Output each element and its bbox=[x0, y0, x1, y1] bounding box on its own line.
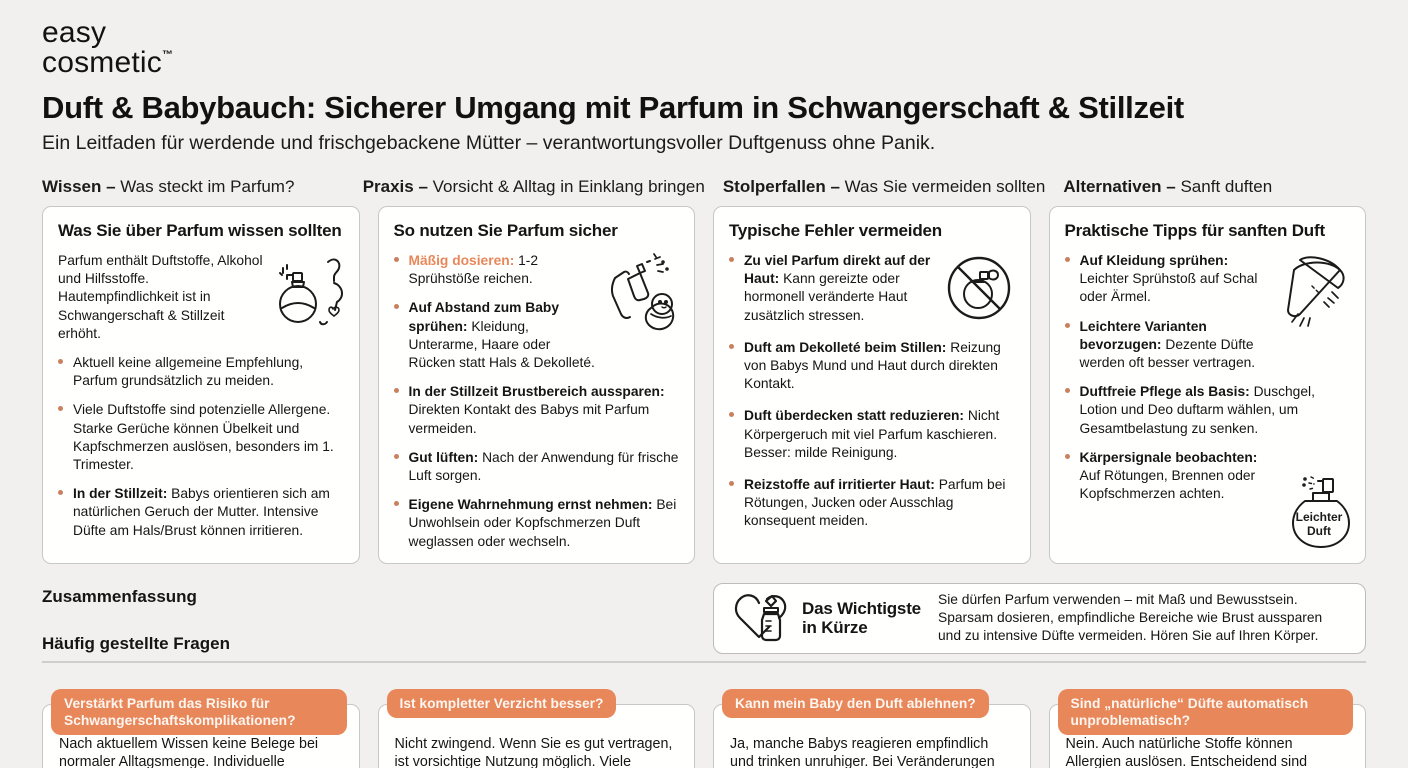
bullet-dot-icon bbox=[58, 359, 63, 365]
card-alternativen: Praktische Tipps für sanften Duft Auf Kl… bbox=[1048, 206, 1366, 564]
bullet-dot-icon bbox=[393, 388, 399, 394]
heart-baby-bottle-icon bbox=[730, 591, 788, 645]
page-subtitle: Ein Leitfaden für werdende und frischgeb… bbox=[42, 132, 936, 154]
list-item: Duft am Dekolleté beim Stillen: Reizung … bbox=[729, 339, 1015, 394]
bullet-dot-icon bbox=[393, 257, 399, 262]
perfume-bottle-pregnant-woman-icon bbox=[278, 252, 344, 330]
card-title: So nutzen Sie Parfum sicher bbox=[393, 221, 618, 240]
scarf-icon bbox=[1284, 252, 1350, 334]
list-item: Kärpersignale beobachten: Auf Rötungen, … bbox=[1064, 449, 1351, 504]
faq-heading: Häufig gestellte Fragen bbox=[42, 633, 230, 653]
card-item-list: Auf Kleidung sprühen: Leichter Sprühstoß… bbox=[1064, 252, 1351, 504]
summary-card: Das Wichtigste in Kürze Sie dürfen Parfu… bbox=[713, 582, 1366, 654]
faq-card: Ist kompletter Verzicht besser? Nicht zwi… bbox=[377, 688, 695, 768]
bullet-dot-icon bbox=[729, 481, 734, 487]
faq-answer-text: Ja, manche Babys reagieren empfindlich u… bbox=[730, 735, 995, 768]
faq-question-badge: Sind „natürliche“ Düfte automatisch unpr… bbox=[1057, 688, 1353, 736]
bullet-dot-icon bbox=[1064, 257, 1070, 262]
summary-row: Zusammenfassung Häufig gestellte Fragen … bbox=[42, 582, 1366, 654]
faq-row: Verstärkt Parfum das Risiko für Schwange… bbox=[42, 688, 1366, 768]
bullet-dot-icon bbox=[1064, 453, 1070, 459]
trademark-symbol: ™ bbox=[161, 49, 174, 61]
list-item: In der Stillzeit Brustbereich aussparen:… bbox=[393, 383, 680, 438]
card-item-list: Parfum enthält Duftstoffe, Alkohol und H… bbox=[58, 252, 344, 540]
faq-question-badge: Kann mein Baby den Duft ablehnen? bbox=[722, 688, 989, 719]
faq-card: Sind „natürliche“ Düfte automatisch unpr… bbox=[1048, 688, 1366, 768]
card-item-list: Zu viel Parfum direkt auf der Haut: Kann… bbox=[729, 252, 1015, 531]
easycosmetic-logo: easy cosmetic™ bbox=[42, 18, 1366, 78]
column-header-stolperfallen: Stolperfallen – Was Sie vermeiden sollte… bbox=[722, 177, 1046, 196]
card-wissen: Was Sie über Parfum wissen sollten Parfu… bbox=[42, 206, 360, 564]
list-item: Parfum enthält Duftstoffe, Alkohol und H… bbox=[58, 253, 263, 341]
light-perfume-bottle-icon: Leichter Duft bbox=[1283, 473, 1355, 553]
bottle-label-line-2: Duft bbox=[1307, 524, 1331, 538]
section-divider bbox=[42, 660, 1366, 663]
faq-card: Verstärkt Parfum das Risiko für Schwange… bbox=[42, 688, 360, 768]
list-item: Zu viel Parfum direkt auf der Haut: Kann… bbox=[729, 252, 1015, 325]
info-cards-row: Was Sie über Parfum wissen sollten Parfu… bbox=[42, 206, 1366, 564]
list-item: Gut lüften: Nach der Anwendung für frisc… bbox=[393, 449, 680, 485]
faq-card: Kann mein Baby den Duft ablehnen? Ja, man… bbox=[713, 688, 1031, 768]
card-title: Was Sie über Parfum wissen sollten bbox=[58, 221, 342, 240]
card-stolperfallen: Typische Fehler vermeiden Zu viel Parfum… bbox=[713, 206, 1031, 564]
list-item: Auf Kleidung sprühen: Leichter Sprühstoß… bbox=[1064, 252, 1351, 307]
list-item: Duftfreie Pflege als Basis: Duschgel, Lo… bbox=[1064, 383, 1351, 438]
list-item: Eigene Wahrnehmung ernst nehmen: Bei Unw… bbox=[393, 496, 680, 551]
bullet-dot-icon bbox=[1064, 388, 1070, 394]
faq-question-badge: Verstärkt Parfum das Risiko für Schwange… bbox=[51, 688, 347, 736]
bullet-dot-icon bbox=[1064, 322, 1070, 328]
card-title: Praktische Tipps für sanften Duft bbox=[1064, 221, 1326, 240]
faq-answer-text: Nicht zwingend. Wenn Sie es gut vertrage… bbox=[394, 735, 673, 768]
column-header-alternativen: Alternativen – Sanft duften bbox=[1063, 177, 1273, 196]
summary-heading: Zusammenfassung bbox=[42, 586, 197, 606]
faq-question-badge: Ist kompletter Verzicht besser? bbox=[386, 688, 617, 719]
bullet-dot-icon bbox=[729, 343, 734, 349]
logo-line-1: easy bbox=[42, 16, 107, 49]
card-item-list: Mäßig dosieren: 1-2 Sprühstöße reichen. A… bbox=[393, 252, 680, 551]
summary-card-title: Das Wichtigste in Kürze bbox=[802, 598, 921, 638]
list-item: Auf Abstand zum Baby sprühen: Kleidung, … bbox=[393, 299, 680, 372]
column-header-wissen: Wissen – Was steckt im Parfum? bbox=[42, 177, 295, 196]
column-header-praxis: Praxis – Vorsicht & Alltag in Einklang b… bbox=[362, 177, 705, 196]
bullet-dot-icon bbox=[58, 406, 63, 412]
bottle-label-line-1: Leichter bbox=[1296, 510, 1343, 524]
section-headings: Zusammenfassung Häufig gestellte Fragen bbox=[42, 583, 693, 654]
bullet-dot-icon bbox=[393, 501, 399, 507]
list-item: Duft überdecken statt reduzieren: Nicht … bbox=[729, 407, 1015, 462]
bullet-dot-icon bbox=[729, 257, 734, 262]
list-item: Aktuell keine allgemeine Empfehlung, Par… bbox=[58, 354, 344, 390]
bullet-dot-icon bbox=[393, 453, 399, 459]
faq-answer-text: Nein. Auch natürliche Stoffe können Alle… bbox=[1065, 735, 1308, 768]
card-praxis: So nutzen Sie Parfum sicher Mä bbox=[377, 206, 695, 564]
list-item: Mäßig dosieren: 1-2 Sprühstöße reichen. bbox=[393, 252, 680, 288]
list-item: Leichtere Varianten bevorzugen: Dezente … bbox=[1064, 318, 1351, 373]
faq-answer-text: Nach aktuellem Wissen keine Belege bei n… bbox=[59, 735, 319, 768]
list-item: In der Stillzeit: Babys orientieren sich… bbox=[58, 485, 344, 540]
card-title: Typische Fehler vermeiden bbox=[729, 221, 942, 240]
page-title: Duft & Babybauch: Sicherer Umgang mit Pa… bbox=[42, 90, 1184, 125]
column-headers-row: Wissen – Was steckt im Parfum? Praxis – … bbox=[42, 177, 1366, 197]
spray-hand-baby-icon bbox=[607, 252, 679, 338]
summary-card-text: Sie dürfen Parfum verwenden – mit Maß un… bbox=[938, 592, 1323, 644]
bullet-dot-icon bbox=[393, 304, 399, 310]
list-item: Reizstoffe auf irritierter Haut: Parfum … bbox=[729, 476, 1015, 531]
bullet-dot-icon bbox=[729, 412, 734, 418]
list-item: Viele Duftstoffe sind potenzielle Allerg… bbox=[58, 401, 344, 474]
no-perfume-prohibition-icon bbox=[943, 252, 1015, 324]
bullet-dot-icon bbox=[58, 490, 63, 496]
logo-line-2: cosmetic™ bbox=[42, 46, 174, 79]
